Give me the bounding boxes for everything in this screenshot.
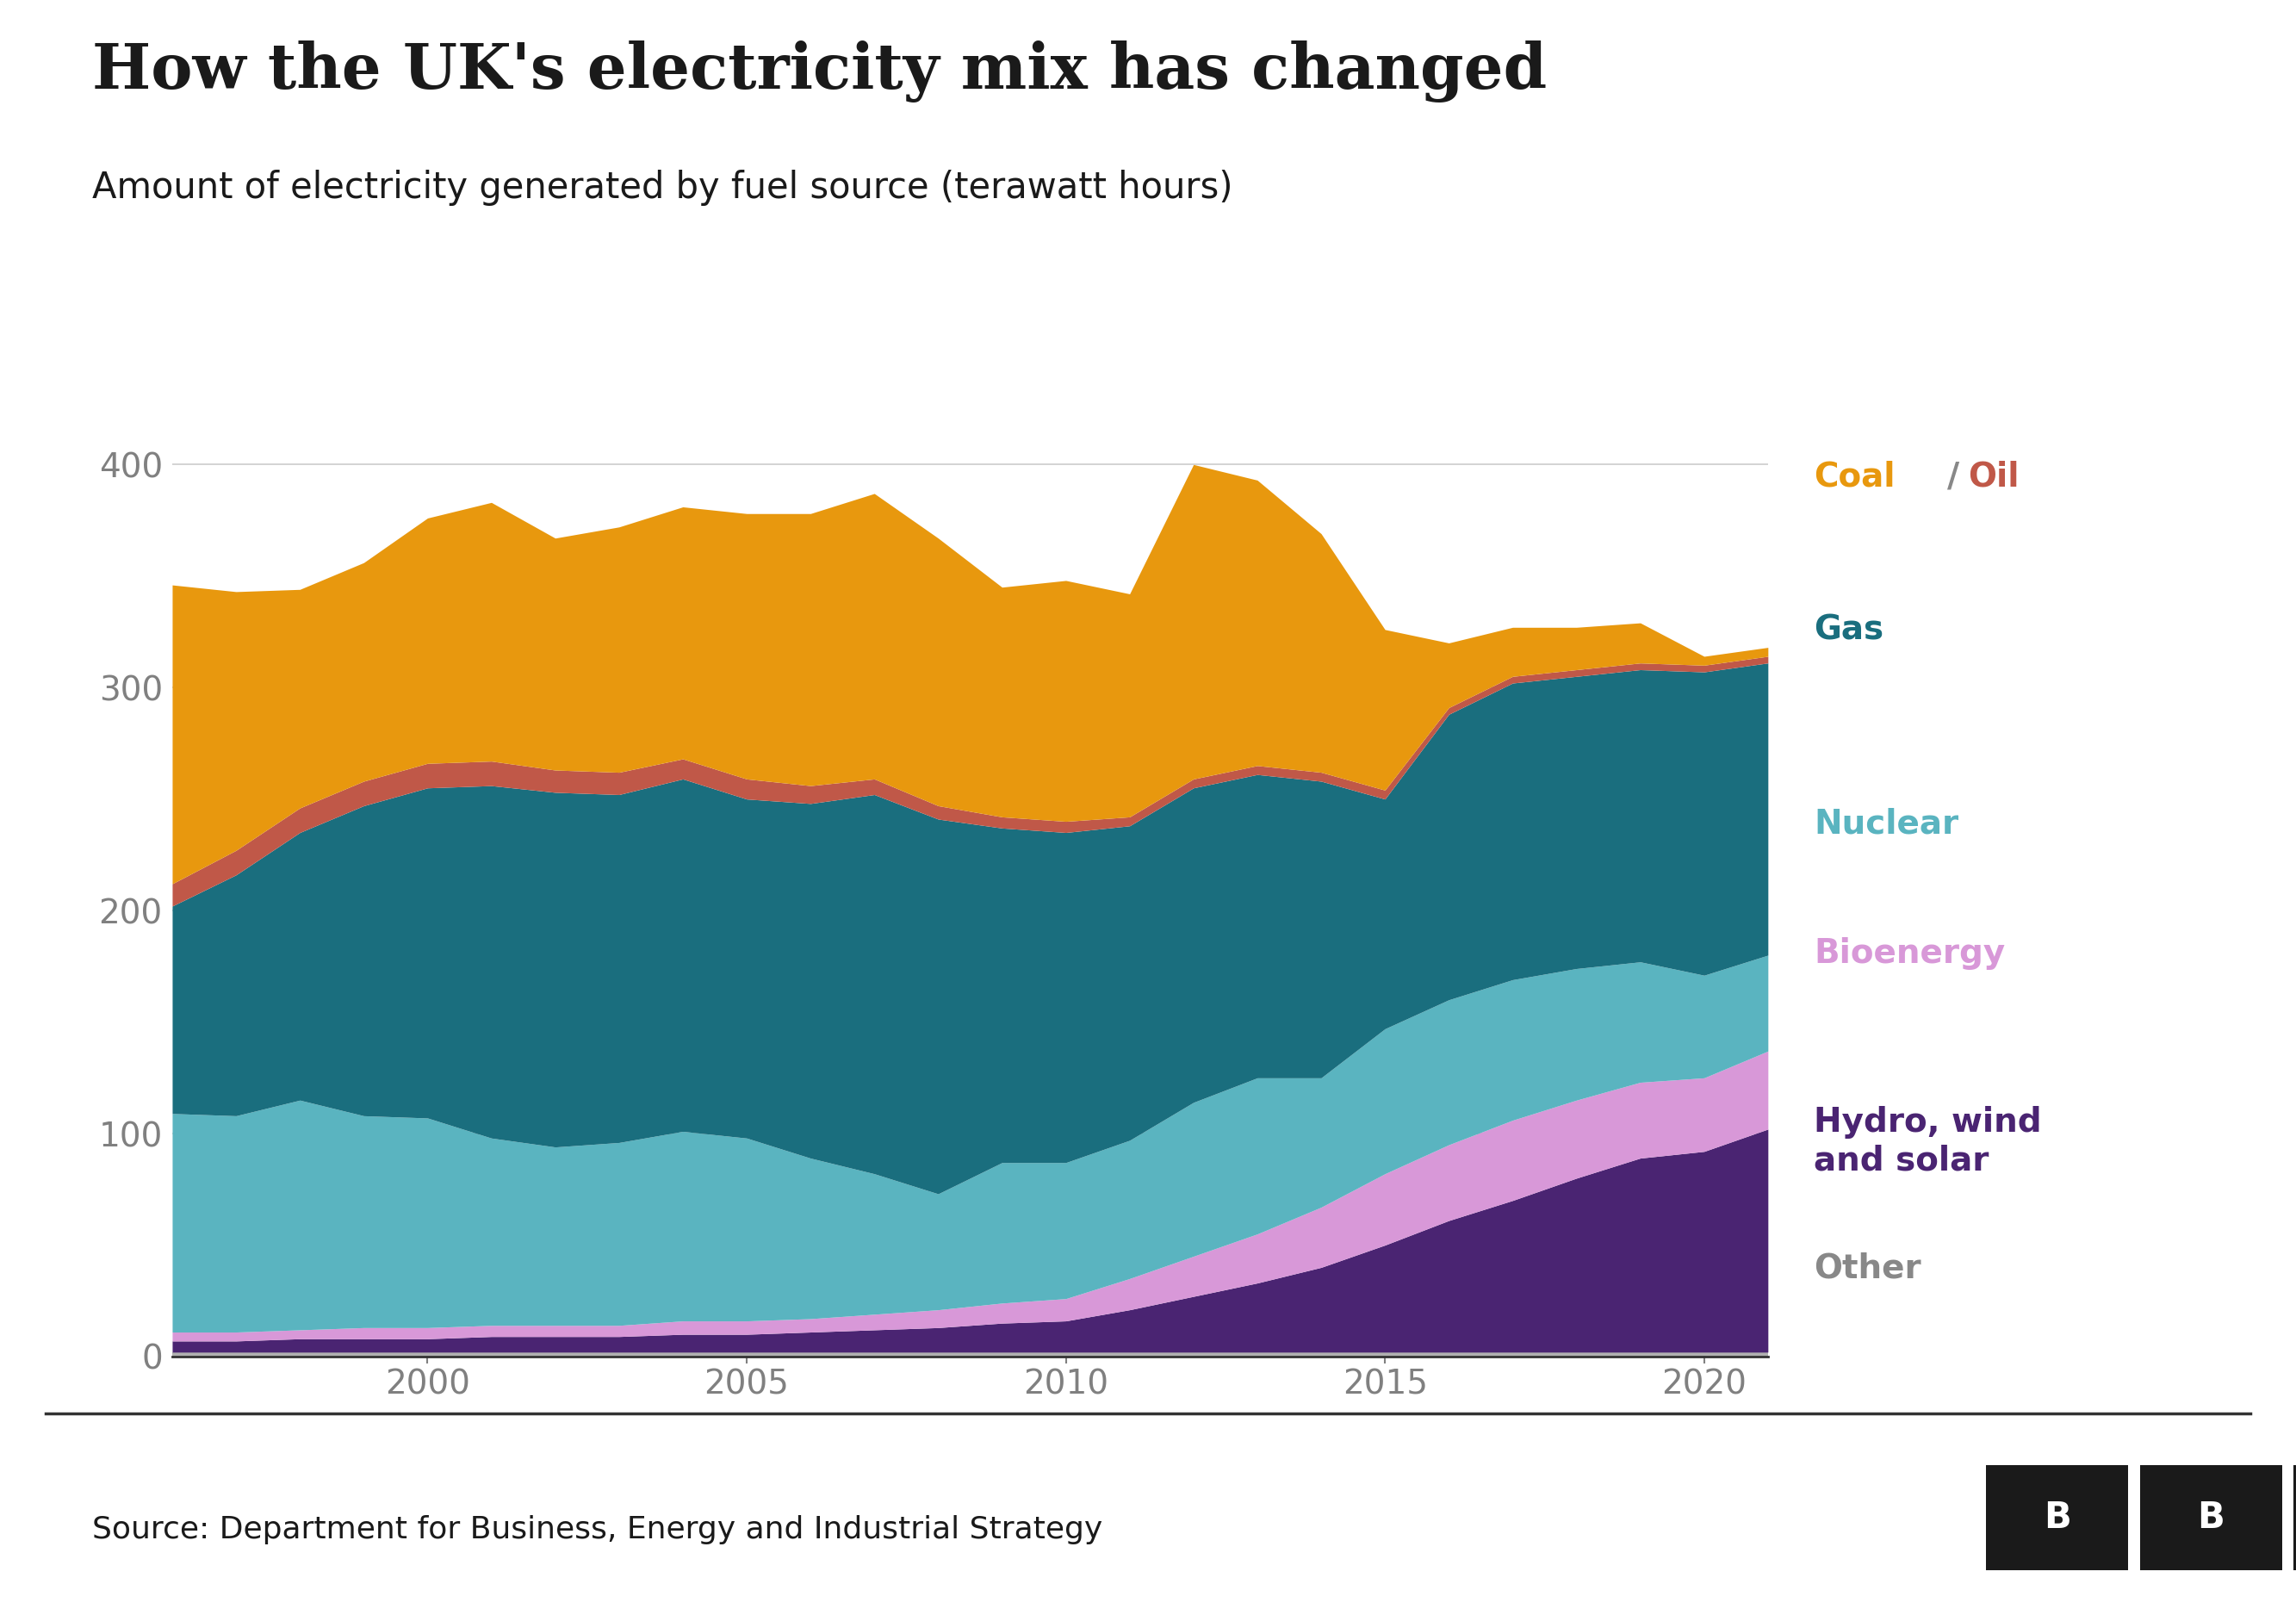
Text: Nuclear: Nuclear [1814, 808, 1958, 840]
Text: Amount of electricity generated by fuel source (terawatt hours): Amount of electricity generated by fuel … [92, 170, 1233, 205]
Text: Gas: Gas [1814, 614, 1883, 646]
Text: Other: Other [1814, 1252, 1922, 1284]
Text: Bioenergy: Bioenergy [1814, 937, 2004, 969]
Text: B: B [2197, 1499, 2225, 1536]
Text: Oil: Oil [1968, 460, 2018, 493]
Text: How the UK's electricity mix has changed: How the UK's electricity mix has changed [92, 40, 1548, 102]
Text: /: / [1947, 460, 1958, 493]
Text: Source: Department for Business, Energy and Industrial Strategy: Source: Department for Business, Energy … [92, 1515, 1102, 1544]
Text: Hydro, wind
and solar: Hydro, wind and solar [1814, 1106, 2041, 1177]
Text: B: B [2043, 1499, 2071, 1536]
Text: Coal: Coal [1814, 460, 1894, 493]
